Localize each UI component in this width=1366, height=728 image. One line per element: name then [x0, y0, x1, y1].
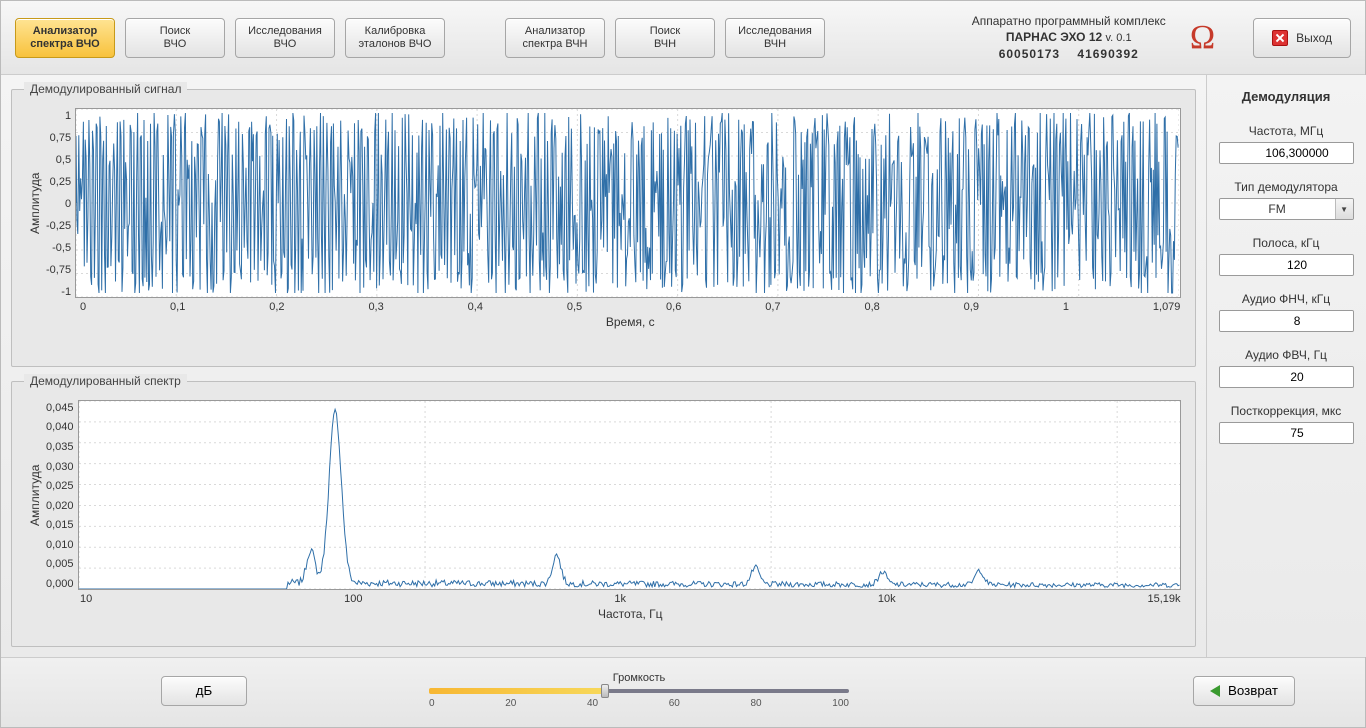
numeric-spinner[interactable]: ▲▼: [1219, 310, 1354, 332]
spinner-input[interactable]: [1220, 311, 1354, 331]
toolbar-button[interactable]: Калибровкаэталонов ВЧО: [345, 18, 445, 58]
numeric-spinner[interactable]: ▲▼: [1219, 422, 1354, 444]
chevron-down-icon: ▼: [1335, 199, 1353, 219]
toolbar-button[interactable]: Анализаторспектра ВЧО: [15, 18, 115, 58]
toolbar-button[interactable]: Анализаторспектра ВЧН: [505, 18, 605, 58]
db-button[interactable]: дБ: [161, 676, 247, 706]
arrow-left-icon: [1210, 685, 1220, 697]
main-toolbar: Анализаторспектра ВЧОПоискВЧОИсследовани…: [1, 1, 1365, 75]
toolbar-button[interactable]: ИсследованияВЧН: [725, 18, 825, 58]
close-icon: [1272, 30, 1288, 46]
volume-ticks: 020406080100: [429, 698, 849, 709]
field-label: Тип демодулятора: [1219, 180, 1354, 194]
numeric-spinner[interactable]: ▲▼: [1219, 254, 1354, 276]
toolbar-button[interactable]: ПоискВЧО: [125, 18, 225, 58]
toolbar-button[interactable]: ПоискВЧН: [615, 18, 715, 58]
spinner-input[interactable]: [1220, 423, 1354, 443]
demodulator-type-select[interactable]: FM▼: [1219, 198, 1354, 220]
x-axis-ticks: 101001k10k15,19k: [80, 590, 1181, 605]
y-axis-label: Амплитуда: [26, 400, 44, 590]
y-axis-label: Амплитуда: [26, 108, 44, 298]
field-label: Полоса, кГц: [1219, 236, 1354, 250]
exit-button[interactable]: Выход: [1253, 18, 1351, 58]
return-label: Возврат: [1228, 683, 1278, 698]
demod-signal-panel: Демодулированный сигнал Амплитуда 10,750…: [11, 89, 1196, 367]
return-button[interactable]: Возврат: [1193, 676, 1295, 706]
bottom-bar: дБ Громкость 020406080100 Возврат: [1, 657, 1365, 727]
volume-label: Громкость: [613, 672, 665, 684]
panel-title: Демодулированный сигнал: [24, 82, 187, 96]
spinner-input[interactable]: [1220, 367, 1354, 387]
numeric-spinner[interactable]: ▲▼: [1219, 366, 1354, 388]
spinner-input[interactable]: [1220, 143, 1354, 163]
field-label: Посткоррекция, мкс: [1219, 404, 1354, 418]
signal-plot[interactable]: [75, 108, 1180, 298]
numeric-spinner[interactable]: ▲▼: [1219, 142, 1354, 164]
toolbar-button[interactable]: ИсследованияВЧО: [235, 18, 335, 58]
x-axis-label: Время, с: [80, 313, 1181, 329]
omega-icon: Ω: [1182, 19, 1223, 57]
sidebar-title: Демодуляция: [1219, 89, 1354, 104]
spinner-input[interactable]: [1220, 255, 1354, 275]
x-axis-ticks: 00,10,20,30,40,50,60,70,80,911,079: [80, 298, 1181, 313]
volume-slider[interactable]: [429, 686, 849, 696]
demod-spectrum-panel: Демодулированный спектр Амплитуда 0,0450…: [11, 381, 1196, 647]
volume-control: Громкость 020406080100: [429, 672, 849, 709]
spectrum-plot[interactable]: [78, 400, 1181, 590]
field-label: Аудио ФВЧ, Гц: [1219, 348, 1354, 362]
demodulation-sidebar: Демодуляция Частота, МГц ▲▼ Тип демодулято…: [1206, 75, 1366, 657]
field-label: Аудио ФНЧ, кГц: [1219, 292, 1354, 306]
panel-title: Демодулированный спектр: [24, 374, 187, 388]
y-axis-ticks: 10,750,50,250-0,25-0,5-0,75-1: [44, 108, 75, 298]
x-axis-label: Частота, Гц: [80, 605, 1181, 621]
brand-block: Аппаратно программный комплексПАРНАС ЭХО…: [972, 13, 1172, 62]
y-axis-ticks: 0,0450,0400,0350,0300,0250,0200,0150,010…: [44, 400, 78, 590]
field-label: Частота, МГц: [1219, 124, 1354, 138]
